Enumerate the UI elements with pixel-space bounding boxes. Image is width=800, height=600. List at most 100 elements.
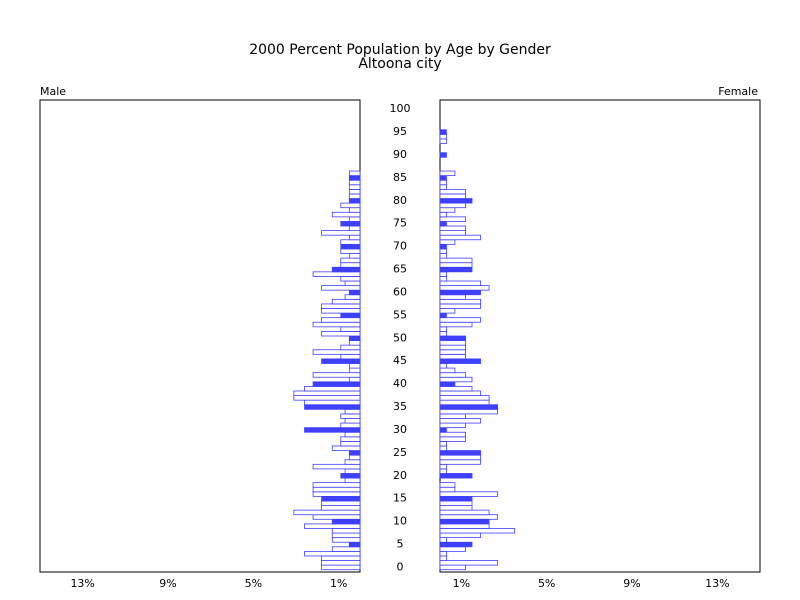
bar [439,239,456,245]
bar [348,289,361,296]
y-tick-label: 5 [397,538,404,551]
bar [340,276,361,282]
bar [348,179,361,186]
bar [340,257,361,264]
bar [321,495,361,502]
panel-label: Female [718,85,758,98]
bar [439,253,447,259]
y-tick-label: 70 [393,240,407,253]
bar [348,207,361,213]
bar [439,473,473,479]
bar [340,326,361,332]
bar [321,230,361,236]
bar [439,454,481,461]
bar [439,399,490,406]
bar [439,225,467,232]
bar [312,486,361,493]
bar [304,523,361,529]
bar [439,427,447,433]
y-tick-label: 25 [393,446,407,459]
bar [439,193,467,199]
bar [348,367,361,374]
bar [439,188,467,195]
bar [321,285,361,291]
bar [321,317,361,323]
bar [321,560,361,566]
bar [439,528,516,534]
bar [439,276,447,282]
bar [331,537,361,543]
bar [439,257,473,264]
chart-subtitle: Altoona city [358,56,441,72]
bar [439,230,467,236]
bar [348,340,361,346]
panel-label: Male [40,85,66,98]
bar [439,285,490,291]
x-tick-label: 5% [245,577,262,590]
x-tick-label: 9% [159,577,176,590]
bar [439,376,473,383]
bar [340,312,361,319]
y-tick-label: 55 [393,308,407,321]
bar [439,560,498,566]
y-tick-label: 90 [393,148,407,161]
bar [293,509,361,516]
bar [331,445,361,451]
bar [312,349,361,355]
bar [439,408,498,415]
bar [439,363,447,369]
bar [344,431,361,438]
bar [340,353,361,360]
bar [439,335,467,341]
y-tick-label: 40 [393,377,407,390]
y-tick-label: 80 [393,194,407,207]
bar [312,271,361,277]
bar [344,280,361,286]
bar [331,266,361,273]
bar [348,184,361,190]
y-tick-label: 95 [393,125,407,138]
bar [439,211,447,218]
x-tick-label: 9% [623,577,640,590]
bar [439,537,447,543]
x-tick-label: 5% [538,577,555,590]
bar [439,216,467,222]
bar [439,431,467,438]
bar [439,418,481,424]
bar [439,298,481,305]
y-tick-label: 50 [393,331,407,344]
bar [439,509,490,516]
bar [340,221,361,227]
bar [344,459,361,465]
bar [439,486,456,493]
bar [439,280,481,286]
bar [321,358,361,364]
bar [439,404,498,410]
bar [439,532,481,539]
bar [439,321,473,328]
bar [321,308,361,314]
bar [344,408,361,415]
bar [439,344,467,351]
bar [439,445,447,451]
y-tick-label: 0 [397,560,404,573]
bar [340,473,361,479]
bar [321,303,361,309]
bar [312,372,361,378]
bar [340,262,361,268]
bar [348,376,361,383]
bar [439,207,456,213]
y-tick-label: 45 [393,354,407,367]
bar [331,528,361,534]
bar [344,477,361,484]
bar [439,440,447,447]
bar [348,216,361,222]
bar [439,331,447,337]
bar [344,294,361,300]
bar [331,546,361,552]
x-tick-label: 13% [70,577,94,590]
bar [304,427,361,433]
bar [439,312,447,319]
bar [340,243,361,250]
